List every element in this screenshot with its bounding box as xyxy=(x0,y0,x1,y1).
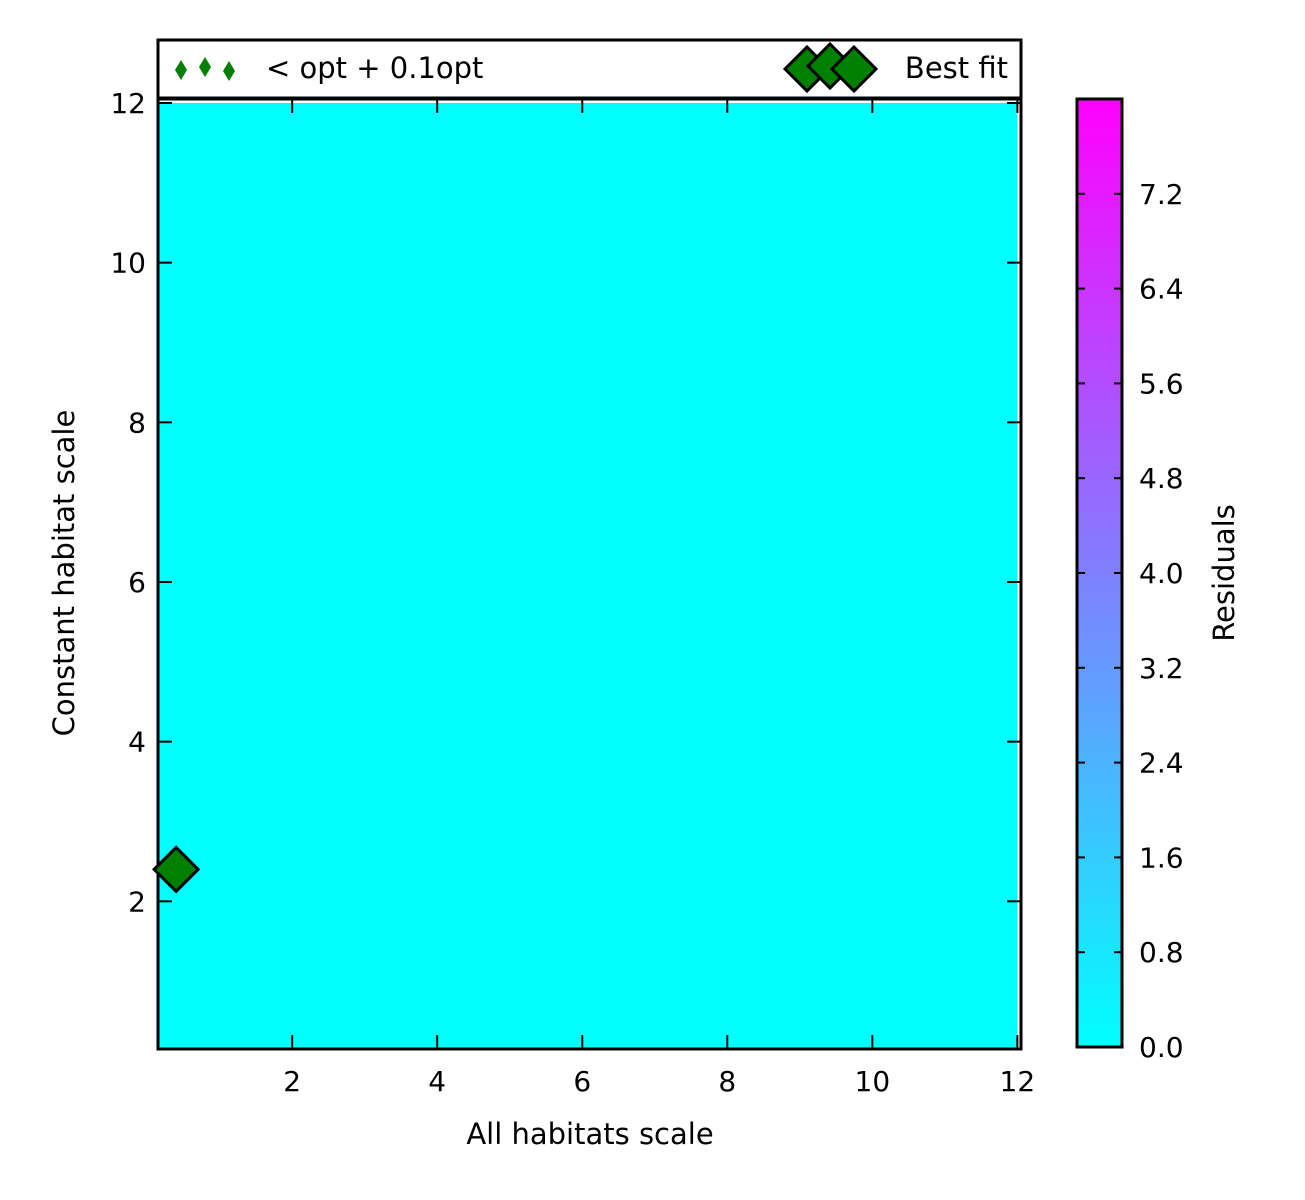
colorbar-tick-label: 4.8 xyxy=(1139,462,1184,495)
x-tick-label: 8 xyxy=(718,1065,736,1098)
colorbar-tick-label: 7.2 xyxy=(1139,178,1184,211)
colorbar-ticks: 0.0 0.8 1.6 2.4 3.2 4.0 4.8 5.6 6.4 7.2 xyxy=(1077,178,1184,1064)
y-axis-label: Constant habitat scale xyxy=(47,410,81,737)
colorbar-tick-label: 0.0 xyxy=(1139,1031,1184,1064)
legend-diamond-3 xyxy=(829,44,879,94)
legend-best-fit-symbol xyxy=(782,41,879,94)
colorbar-tick-label: 0.8 xyxy=(1139,936,1184,969)
colorbar-tick-label: 1.6 xyxy=(1139,841,1184,874)
y-tick-label: 8 xyxy=(128,406,146,439)
colorbar-tick-label: 3.2 xyxy=(1139,652,1184,685)
best-fit-marker xyxy=(152,845,201,894)
legend-threshold-symbol xyxy=(175,57,235,81)
colorbar-tick-label: 4.0 xyxy=(1139,557,1184,590)
legend-threshold-label: < opt + 0.1opt xyxy=(266,51,483,85)
x-tick-label: 4 xyxy=(428,1065,446,1098)
colorbar: 0.0 0.8 1.6 2.4 3.2 4.0 4.8 5.6 6.4 7.2 Residuals xyxy=(1075,97,1241,1064)
colorbar-tick-label: 5.6 xyxy=(1139,367,1184,400)
x-tick-label: 6 xyxy=(573,1065,591,1098)
x-tick-label: 2 xyxy=(283,1065,301,1098)
plot-axes: 2 4 6 8 10 12 2 4 6 8 10 12 xyxy=(110,87,1035,1098)
x-axis-ticks: 2 4 6 8 10 12 xyxy=(283,99,1035,1098)
y-tick-label: 4 xyxy=(128,726,146,759)
y-tick-label: 2 xyxy=(128,885,146,918)
colorbar-tick-label: 2.4 xyxy=(1139,747,1184,780)
legend-thin-diamond-3 xyxy=(223,61,235,81)
y-tick-label: 6 xyxy=(128,566,146,599)
x-tick-label: 10 xyxy=(855,1065,891,1098)
legend-box xyxy=(156,38,1023,100)
legend-thin-diamond-2 xyxy=(199,57,211,77)
y-tick-label: 10 xyxy=(110,247,146,280)
y-tick-label: 12 xyxy=(110,87,146,120)
x-axis-label: All habitats scale xyxy=(466,1117,713,1151)
legend-thin-diamond-1 xyxy=(175,60,187,80)
legend-best-fit-label: Best fit xyxy=(905,51,1008,85)
heatmap-field xyxy=(158,102,1018,1050)
data-markers xyxy=(152,845,201,894)
heatmap xyxy=(158,102,1018,1050)
colorbar-tick-label: 6.4 xyxy=(1139,273,1184,306)
legend: < opt + 0.1opt Best fit xyxy=(156,38,1023,100)
y-axis-ticks: 2 4 6 8 10 12 xyxy=(110,87,1021,918)
x-tick-label: 12 xyxy=(1000,1065,1036,1098)
colorbar-label: Residuals xyxy=(1207,504,1241,642)
